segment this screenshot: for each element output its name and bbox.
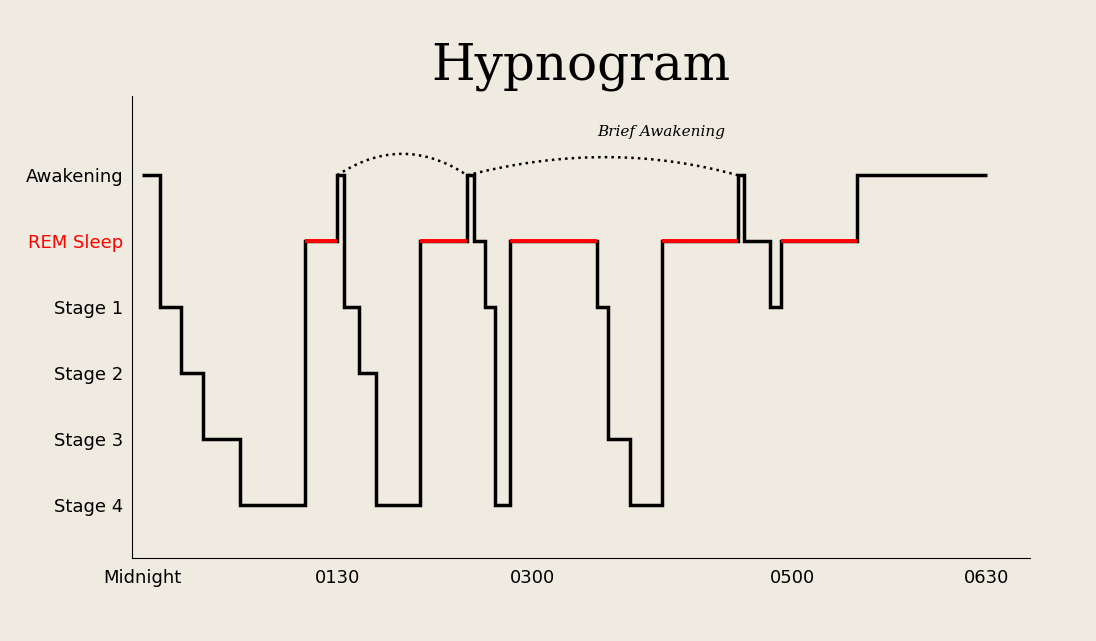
Title: Hypnogram: Hypnogram: [432, 42, 730, 91]
Text: Brief Awakening: Brief Awakening: [597, 125, 726, 139]
